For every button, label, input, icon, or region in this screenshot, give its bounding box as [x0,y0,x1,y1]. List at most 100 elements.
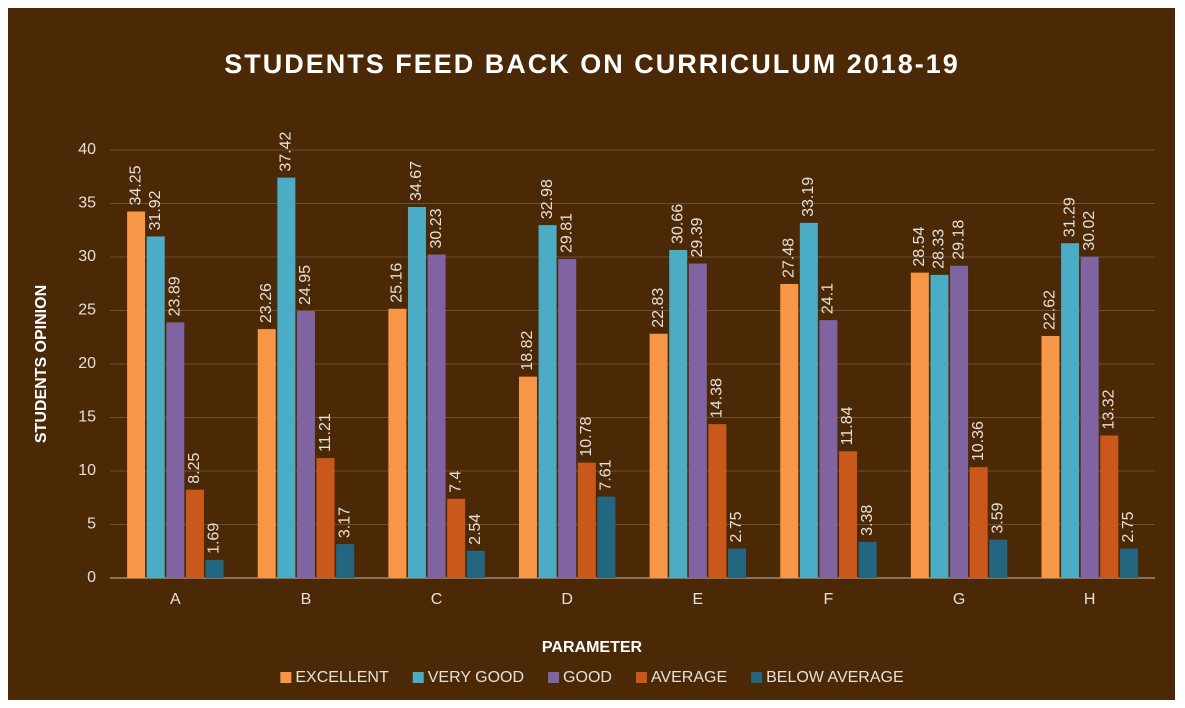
bar [166,322,185,578]
bar [185,489,204,578]
bar [989,539,1008,578]
value-label: 14.38 [709,378,726,418]
bar [1100,435,1119,578]
bar [538,225,557,578]
value-label: 27.48 [780,238,797,278]
y-tick-label: 35 [78,195,96,212]
legend-swatch [635,672,647,683]
legend-swatch [412,672,424,683]
bar [427,254,446,578]
bar [1041,335,1060,578]
bar [688,263,707,578]
bar [388,308,407,578]
x-axis-title: PARAMETER [542,639,643,656]
y-tick-label: 15 [78,409,96,426]
chart-background [8,8,1175,700]
value-label: 22.83 [650,288,667,328]
bar [1119,548,1138,578]
value-label: 24.95 [297,265,314,305]
y-tick-label: 40 [78,141,96,158]
y-axis-title: STUDENTS OPINION [33,285,50,443]
bar [407,207,426,578]
bar [669,249,688,579]
value-label: 30.66 [669,204,686,244]
x-tick-label: E [692,591,703,608]
y-tick-label: 20 [78,355,96,372]
x-tick-label: A [170,591,181,608]
value-label: 7.61 [598,459,615,490]
x-tick-label: H [1084,591,1096,608]
y-tick-label: 0 [87,569,96,586]
value-label: 22.62 [1042,290,1059,330]
value-label: 29.18 [950,220,967,260]
value-label: 24.1 [820,283,837,314]
bar [950,265,969,578]
bar [257,329,276,578]
x-tick-label: B [301,591,312,608]
value-label: 30.02 [1081,211,1098,251]
bar [910,272,929,578]
bar [336,544,355,578]
y-tick-label: 30 [78,248,96,265]
value-label: 30.23 [428,208,445,248]
bar [780,283,799,578]
legend-swatch [548,672,560,683]
bar [127,211,146,578]
bar [858,541,877,578]
legend-label: AVERAGE [651,669,727,686]
y-tick-label: 25 [78,302,96,319]
bar [205,559,224,578]
value-label: 34.25 [127,165,144,205]
value-label: 2.75 [1120,511,1137,542]
value-label: 11.84 [839,406,856,445]
value-label: 23.26 [258,283,275,323]
bar [728,548,747,578]
y-tick-label: 10 [78,462,96,479]
value-label: 31.29 [1061,197,1078,237]
legend-label: VERY GOOD [428,669,524,686]
bar [708,424,727,578]
x-tick-label: G [953,591,965,608]
value-label: 31.92 [147,190,164,230]
bar [649,333,668,578]
value-label: 10.78 [578,417,595,457]
value-label: 34.67 [408,161,425,201]
bar [558,259,577,578]
bar [839,451,858,578]
bar [296,311,315,578]
bar [930,274,949,578]
bar [969,467,988,578]
value-label: 10.36 [970,421,987,461]
bar [316,458,335,578]
legend-swatch [280,672,292,683]
x-tick-label: C [431,591,443,608]
legend-label: GOOD [563,669,612,686]
value-label: 33.19 [800,177,817,217]
bar [466,550,485,578]
value-label: 11.21 [317,413,334,452]
value-label: 8.25 [186,452,203,483]
bar [447,498,466,578]
value-label: 29.39 [689,217,706,257]
x-tick-label: F [824,591,834,608]
value-label: 2.54 [467,514,484,545]
y-tick-label: 5 [87,516,96,533]
value-label: 2.75 [728,511,745,542]
bar [1080,256,1099,578]
value-label: 1.69 [206,523,223,554]
bar [518,376,537,578]
value-label: 29.81 [558,213,575,253]
value-label: 13.32 [1101,389,1118,429]
value-label: 28.54 [911,226,928,266]
legend-swatch [751,672,763,683]
bar [577,462,596,578]
bar [819,320,838,578]
bar [277,177,296,578]
bar [146,236,165,578]
legend-label: EXCELLENT [295,669,389,686]
bar [597,496,616,578]
bar [1061,243,1080,578]
value-label: 3.38 [859,505,876,536]
bar [799,222,818,578]
